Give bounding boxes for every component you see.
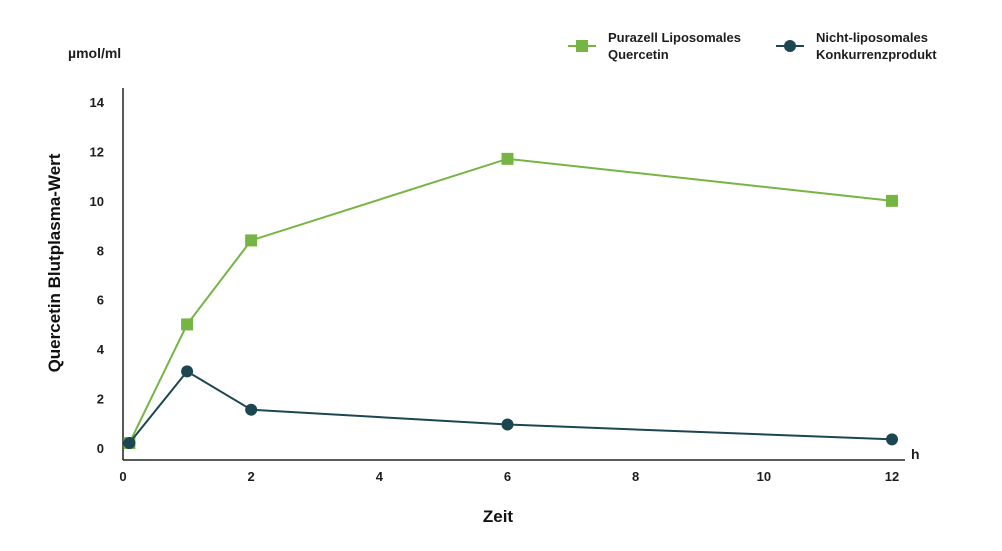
y-tick-label: 6: [97, 293, 104, 308]
y-axis-title: Quercetin Blutplasma-Wert: [45, 153, 64, 372]
series-2: [123, 365, 898, 450]
axes: [122, 88, 905, 461]
legend-label: Nicht-liposomales: [816, 30, 928, 45]
legend-item-2: Nicht-liposomales Konkurrenzprodukt: [776, 30, 937, 62]
legend-item-1: Purazell Liposomales Quercetin: [568, 30, 741, 62]
legend-marker: [576, 40, 588, 52]
x-tick-label: 4: [376, 469, 384, 484]
x-tick-label: 10: [757, 469, 771, 484]
x-axis-title: Zeit: [483, 507, 514, 526]
data-point: [181, 365, 194, 378]
legend-label: Konkurrenzprodukt: [816, 47, 937, 62]
x-tick-label: 12: [885, 469, 899, 484]
y-tick-label: 14: [90, 95, 105, 110]
data-point: [886, 433, 898, 446]
series-line: [128, 157, 893, 444]
data-point: [181, 318, 194, 331]
y-tick-label: 2: [97, 392, 104, 407]
x-unit-label: h: [911, 446, 920, 462]
y-tick-label: 12: [90, 144, 104, 159]
data-point: [501, 152, 514, 165]
y-tick-label: 8: [97, 243, 104, 258]
legend-label: Quercetin: [608, 47, 669, 62]
data-point: [245, 403, 258, 416]
y-tick-label: 4: [97, 342, 105, 357]
data-point: [501, 418, 514, 431]
series-line: [128, 370, 893, 444]
series-layer: [123, 152, 898, 450]
legend: Purazell Liposomales Quercetin Nicht-lipos…: [568, 30, 937, 62]
legend-marker: [784, 40, 796, 52]
y-tick-label: 10: [90, 194, 104, 209]
x-tick-label: 6: [504, 469, 511, 484]
x-tick-label: 0: [119, 469, 126, 484]
x-tick-label: 8: [632, 469, 639, 484]
y-unit-label: µmol/ml: [68, 45, 121, 61]
data-point: [245, 234, 258, 247]
legend-label: Purazell Liposomales: [608, 30, 741, 45]
data-point: [886, 194, 898, 207]
data-point: [123, 437, 136, 450]
x-tick-label: 2: [248, 469, 255, 484]
y-tick-labels: 0 2 4 6 8 10 12 14: [90, 95, 105, 456]
y-tick-label: 0: [97, 441, 104, 456]
series-1: [123, 152, 898, 450]
x-tick-labels: 0 2 4 6 8 10 12: [119, 469, 899, 484]
